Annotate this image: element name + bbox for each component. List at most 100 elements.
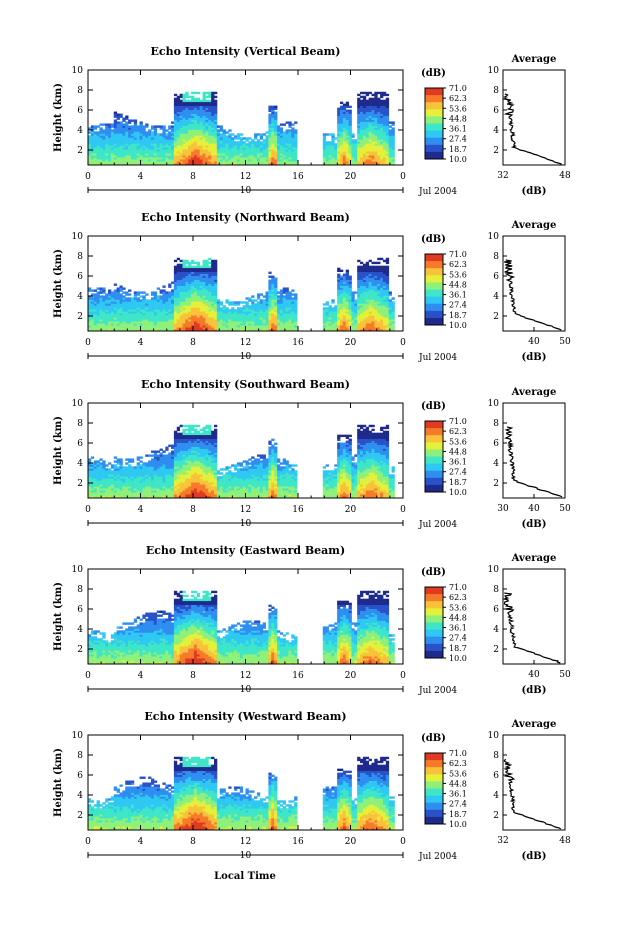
heatmap-cell <box>205 127 209 130</box>
heatmap-cell <box>380 317 384 320</box>
heatmap-cell <box>282 163 286 166</box>
heatmap-cell <box>102 287 106 290</box>
heatmap-cell <box>173 313 178 316</box>
heatmap-cell <box>371 295 375 298</box>
heatmap-cell <box>380 269 384 273</box>
heatmap-cell <box>188 145 192 148</box>
heatmap-cell <box>208 315 212 318</box>
heatmap-cell <box>391 315 395 318</box>
heatmap-cell <box>185 93 189 97</box>
heatmap-cell <box>271 137 275 140</box>
heatmap-cell <box>268 119 272 122</box>
heatmap-cell <box>93 486 97 489</box>
y-tick-label: 4 <box>77 126 83 136</box>
heatmap-cell <box>268 301 272 304</box>
heatmap-cell <box>188 329 192 332</box>
heatmap-cell <box>176 131 181 134</box>
heatmap-cell <box>216 329 221 332</box>
heatmap-cell <box>380 113 384 116</box>
heatmap-cell <box>382 133 387 136</box>
heatmap-cell <box>365 275 370 278</box>
heatmap-cell <box>222 145 226 148</box>
heatmap-cell <box>256 147 261 150</box>
heatmap-cell <box>191 275 195 278</box>
heatmap-cell <box>199 285 203 288</box>
heatmap-cell <box>239 301 244 304</box>
heatmap-cell <box>90 492 95 495</box>
heatmap-cell <box>162 135 166 138</box>
heatmap-cell <box>151 321 155 324</box>
heatmap-cell <box>337 149 341 152</box>
heatmap-cell <box>199 163 203 166</box>
heatmap-cell <box>125 163 129 166</box>
heatmap-cell <box>380 127 384 130</box>
heatmap-cell <box>331 301 335 304</box>
heatmap-cell <box>216 321 221 324</box>
heatmap-cell <box>142 145 146 148</box>
heatmap-cell <box>188 111 192 114</box>
heatmap-cell <box>348 317 352 320</box>
heatmap-cell <box>122 163 126 166</box>
heatmap-cell <box>377 105 381 109</box>
heatmap-cell <box>277 323 281 326</box>
heatmap-cell <box>90 305 95 308</box>
heatmap-cell <box>271 105 275 109</box>
heatmap-cell <box>205 101 209 105</box>
heatmap-cell <box>380 159 384 162</box>
heatmap-cell <box>288 301 292 304</box>
heatmap-cell <box>182 93 186 97</box>
heatmap-cell <box>211 259 215 263</box>
heatmap-cell <box>211 297 215 300</box>
heatmap-cell <box>108 153 112 156</box>
heatmap-cell <box>348 111 352 114</box>
heatmap-cell <box>274 117 278 120</box>
heatmap-cell <box>331 137 335 140</box>
heatmap-cell <box>362 153 367 156</box>
heatmap-cell <box>102 131 106 134</box>
heatmap-cell <box>385 123 390 126</box>
heatmap-cell <box>225 137 229 140</box>
colorbar-tick-label: 18.7 <box>449 311 467 320</box>
heatmap-cell <box>116 117 120 120</box>
heatmap-cell <box>274 281 278 284</box>
heatmap-cell <box>202 151 206 154</box>
heatmap-cell <box>211 321 215 324</box>
heatmap-cell <box>113 325 118 328</box>
heatmap-cell <box>374 295 378 298</box>
heatmap-cell <box>222 151 226 154</box>
heatmap-cell <box>365 321 370 324</box>
heatmap-cell <box>262 161 266 164</box>
heatmap-cell <box>176 273 181 276</box>
heatmap-cell <box>274 125 278 128</box>
heatmap-cell <box>214 311 218 314</box>
heatmap-cell <box>90 299 95 302</box>
heatmap-cell <box>168 329 172 332</box>
heatmap-cell <box>225 161 229 164</box>
heatmap-cell <box>214 265 218 269</box>
heatmap-cell <box>360 151 364 154</box>
heatmap-cell <box>133 293 138 296</box>
heatmap-cell <box>179 265 183 269</box>
heatmap-cell <box>377 101 381 105</box>
heatmap-cell <box>371 145 375 148</box>
heatmap-cell <box>182 145 186 148</box>
heatmap-cell <box>202 139 206 142</box>
heatmap-cell <box>133 307 138 310</box>
heatmap-cell <box>322 315 327 318</box>
heatmap-cell <box>145 319 149 322</box>
heatmap-cell <box>291 155 295 158</box>
heatmap-cell <box>340 133 344 136</box>
heatmap-cell <box>348 105 352 109</box>
heatmap-cell <box>334 327 338 330</box>
heatmap-cell <box>188 113 192 116</box>
heatmap-cell <box>173 123 178 126</box>
heatmap-cell <box>236 161 241 164</box>
y-tick-label: 10 <box>72 66 84 76</box>
heatmap-cell <box>128 119 132 122</box>
heatmap-cell <box>199 321 203 324</box>
heatmap-cell <box>345 113 349 116</box>
heatmap-cell <box>254 149 258 152</box>
heatmap-cell <box>385 125 390 128</box>
heatmap-cell <box>148 329 152 332</box>
heatmap-cell <box>291 157 295 160</box>
